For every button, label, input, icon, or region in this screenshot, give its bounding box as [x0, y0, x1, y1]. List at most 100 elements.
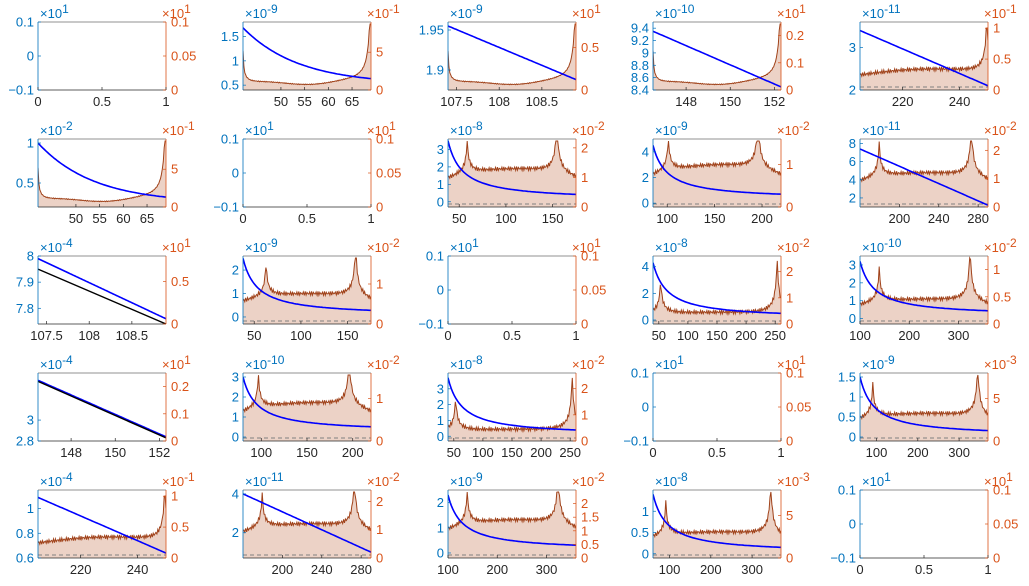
- x-tick-label: 0: [444, 328, 451, 343]
- plot-area: [860, 256, 988, 324]
- subplot-2-2: 0 0.5 1−0.100.100.050.1×101 ×101: [213, 119, 401, 226]
- right-y-exponent: ×101: [162, 236, 191, 255]
- series-curve: [653, 145, 781, 195]
- x-tick-label: 108: [78, 328, 100, 343]
- series-curve: [243, 27, 371, 80]
- right-y-tick-label: 1.5: [581, 510, 599, 525]
- series-curve: [38, 142, 166, 198]
- right-y-tick-label: 1: [376, 277, 383, 292]
- plot-area: [38, 140, 166, 207]
- left-y-tick-label: −0.1: [623, 434, 649, 449]
- left-y-tick-label: 1: [232, 53, 239, 68]
- left-y-tick-label: 7.9: [16, 275, 34, 290]
- right-y-tick-label: 0: [581, 434, 588, 449]
- x-tick-label: 65: [140, 211, 154, 226]
- plot-area: [243, 491, 371, 558]
- x-tick-label: 240: [127, 562, 149, 577]
- left-y-exponent: ×10-10: [655, 2, 695, 21]
- x-tick-label: 55: [92, 211, 106, 226]
- x-tick-label: 50: [652, 328, 666, 343]
- right-y-exponent: ×101: [572, 236, 601, 255]
- left-y-tick-label: 2.8: [16, 434, 34, 449]
- left-y-exponent: ×10-4: [40, 353, 73, 372]
- right-y-tick-label: 0.1: [786, 366, 804, 381]
- x-tick-label: 300: [741, 562, 763, 577]
- plot-area: [860, 27, 988, 90]
- spectrum-line: [860, 256, 988, 307]
- series-curve-2: [38, 380, 166, 439]
- right-y-tick-label: 0.2: [171, 379, 189, 394]
- right-y-tick-label: 2: [376, 494, 383, 509]
- x-tick-label: 100: [437, 562, 459, 577]
- x-tick-label: 100: [866, 445, 888, 460]
- left-y-tick-label: 0: [437, 283, 444, 298]
- spectrum-line: [38, 495, 166, 546]
- right-y-tick-label: 1: [581, 407, 588, 422]
- x-tick-label: 220: [70, 562, 92, 577]
- x-tick-label: 148: [60, 445, 82, 460]
- left-y-tick-label: 0: [642, 196, 649, 211]
- plot-area: [860, 140, 988, 207]
- x-tick-label: 200: [486, 562, 508, 577]
- right-y-exponent: ×10-2: [984, 119, 1017, 138]
- x-tick-label: 108.5: [526, 94, 559, 109]
- right-y-tick-label: 0.05: [786, 400, 811, 415]
- left-y-tick-label: 0: [437, 194, 444, 209]
- left-y-tick-label: −0.1: [830, 551, 856, 566]
- right-y-exponent: ×10-1: [162, 470, 195, 489]
- right-y-exponent: ×10-2: [777, 236, 810, 255]
- left-y-tick-label: 1.9: [426, 63, 444, 78]
- right-y-tick-label: 0: [171, 434, 178, 449]
- x-tick-label: 50: [274, 94, 288, 109]
- left-y-exponent: ×101: [655, 353, 684, 372]
- spectrum-line: [243, 23, 371, 86]
- right-y-exponent: ×10-3: [984, 353, 1017, 372]
- plot-area: [653, 140, 781, 207]
- right-y-exponent: ×10-1: [984, 2, 1017, 21]
- spectrum-line: [448, 23, 576, 86]
- left-y-tick-label: 0.5: [838, 410, 856, 425]
- subplot-3-2: 50 100 150 0 1 2 0 1 ×10-9 ×10-2: [232, 236, 400, 343]
- right-y-tick-label: 2: [581, 381, 588, 396]
- left-y-exponent: ×10-2: [40, 119, 73, 138]
- left-y-exponent: ×10-8: [655, 236, 688, 255]
- left-y-tick-label: 1: [27, 501, 34, 516]
- x-tick-label: 250: [764, 328, 786, 343]
- right-y-tick-label: 1: [993, 262, 1000, 277]
- left-y-exponent: ×10-11: [862, 119, 901, 138]
- right-y-tick-label: 1: [786, 157, 793, 172]
- left-y-tick-label: 2: [437, 397, 444, 412]
- subplot-2-1: 50 55 60 65 0.5 1 0 5 ×10-2 ×10-1: [16, 119, 195, 226]
- right-y-tick-label: 0: [376, 83, 383, 98]
- x-tick-label: 65: [345, 94, 359, 109]
- right-y-tick-label: 1: [581, 170, 588, 185]
- subplot-5-5: 0 0.5 1−0.100.100.050.1×101 ×101: [830, 470, 1018, 577]
- left-y-tick-label: 1.5: [221, 29, 239, 44]
- left-y-tick-label: 2: [642, 286, 649, 301]
- x-tick-label: 200: [907, 445, 929, 460]
- right-y-tick-label: 2: [581, 140, 588, 155]
- subplot-4-4: 0 0.5 1−0.100.100.050.1×101 ×101: [623, 353, 811, 460]
- x-tick-label: 107.5: [440, 94, 473, 109]
- spectrum-line: [448, 377, 576, 433]
- left-y-tick-label: 8.8: [631, 58, 649, 73]
- x-tick-label: 0.5: [708, 445, 726, 460]
- subplot-2-3: 50 100 150 0 1 2 3 0 1 2 ×10-8 ×10-2: [437, 119, 605, 226]
- right-y-exponent: ×10-1: [367, 2, 400, 21]
- x-tick-label: 1: [162, 94, 169, 109]
- right-y-tick-label: 1: [993, 21, 1000, 36]
- left-y-tick-label: 2: [232, 263, 239, 278]
- right-y-exponent: ×101: [367, 119, 396, 138]
- plot-area: [860, 374, 988, 441]
- spectrum-fill: [653, 141, 781, 207]
- spectrum-line: [653, 23, 781, 86]
- left-y-tick-label: 0.8: [16, 526, 34, 541]
- series-curve: [243, 376, 371, 428]
- right-y-exponent: ×10-2: [367, 470, 400, 489]
- left-y-tick-label: 2: [232, 390, 239, 405]
- right-y-tick-label: 0: [376, 317, 383, 332]
- right-y-exponent: ×10-3: [777, 470, 810, 489]
